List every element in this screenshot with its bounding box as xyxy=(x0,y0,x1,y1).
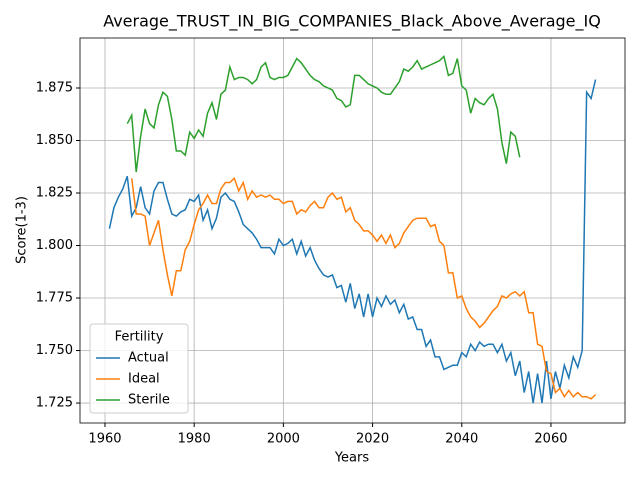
legend-box xyxy=(89,323,189,414)
y-tick-label: 1.725 xyxy=(36,396,73,411)
legend-label: Actual xyxy=(128,351,169,366)
legend-title: Fertility xyxy=(115,330,164,345)
y-tick-label: 1.875 xyxy=(36,80,73,95)
legend-label: Ideal xyxy=(128,372,160,387)
y-tick-label: 1.800 xyxy=(36,238,73,253)
x-tick-label: 2040 xyxy=(445,432,478,447)
legend-label: Sterile xyxy=(128,393,170,408)
series-line xyxy=(126,55,521,173)
series-line xyxy=(108,79,597,404)
chart-title: Average_TRUST_IN_BIG_COMPANIES_Black_Abo… xyxy=(103,12,601,32)
y-tick-label: 1.750 xyxy=(36,343,73,358)
x-axis-label: Years xyxy=(334,451,370,466)
series-line xyxy=(130,176,597,400)
y-axis-label: Score(1-3) xyxy=(15,196,30,264)
plot-frame xyxy=(79,37,626,424)
x-tick-label: 2020 xyxy=(356,432,389,447)
y-tick-label: 1.825 xyxy=(36,186,73,201)
x-tick-label: 1960 xyxy=(88,432,121,447)
y-tick-label: 1.850 xyxy=(36,133,73,148)
y-tick-label: 1.775 xyxy=(36,291,73,306)
x-tick-label: 2060 xyxy=(534,432,567,447)
x-tick-label: 2000 xyxy=(267,432,300,447)
x-tick-label: 1980 xyxy=(178,432,211,447)
